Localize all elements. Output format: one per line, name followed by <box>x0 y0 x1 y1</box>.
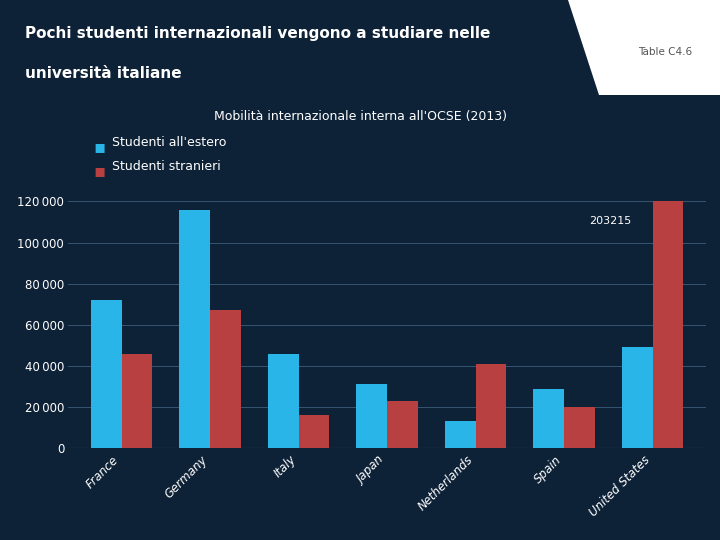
Bar <box>533 389 564 448</box>
Text: Pochi studenti internazionali vengono a studiare nelle: Pochi studenti internazionali vengono a … <box>25 26 490 42</box>
Text: 203215: 203215 <box>589 216 631 226</box>
Text: Studenti stranieri: Studenti stranieri <box>112 160 220 173</box>
Bar <box>91 300 122 448</box>
Text: Studenti all'estero: Studenti all'estero <box>112 136 226 149</box>
Text: università italiane: università italiane <box>25 66 182 81</box>
Text: ▪: ▪ <box>94 162 106 180</box>
Bar <box>210 310 241 448</box>
Text: ▪: ▪ <box>94 138 106 156</box>
Bar <box>387 401 418 448</box>
Bar <box>621 347 652 448</box>
Text: Table C4.6: Table C4.6 <box>639 47 693 57</box>
Text: Mobilità internazionale interna all'OCSE (2013): Mobilità internazionale interna all'OCSE… <box>214 110 506 123</box>
Polygon shape <box>568 0 720 94</box>
Bar <box>122 354 153 448</box>
Bar <box>444 421 475 448</box>
Bar <box>356 384 387 448</box>
Bar <box>299 415 330 448</box>
Bar <box>652 201 683 448</box>
Bar <box>564 407 595 448</box>
Bar <box>268 354 299 448</box>
Bar <box>179 210 210 448</box>
Bar <box>475 364 506 448</box>
